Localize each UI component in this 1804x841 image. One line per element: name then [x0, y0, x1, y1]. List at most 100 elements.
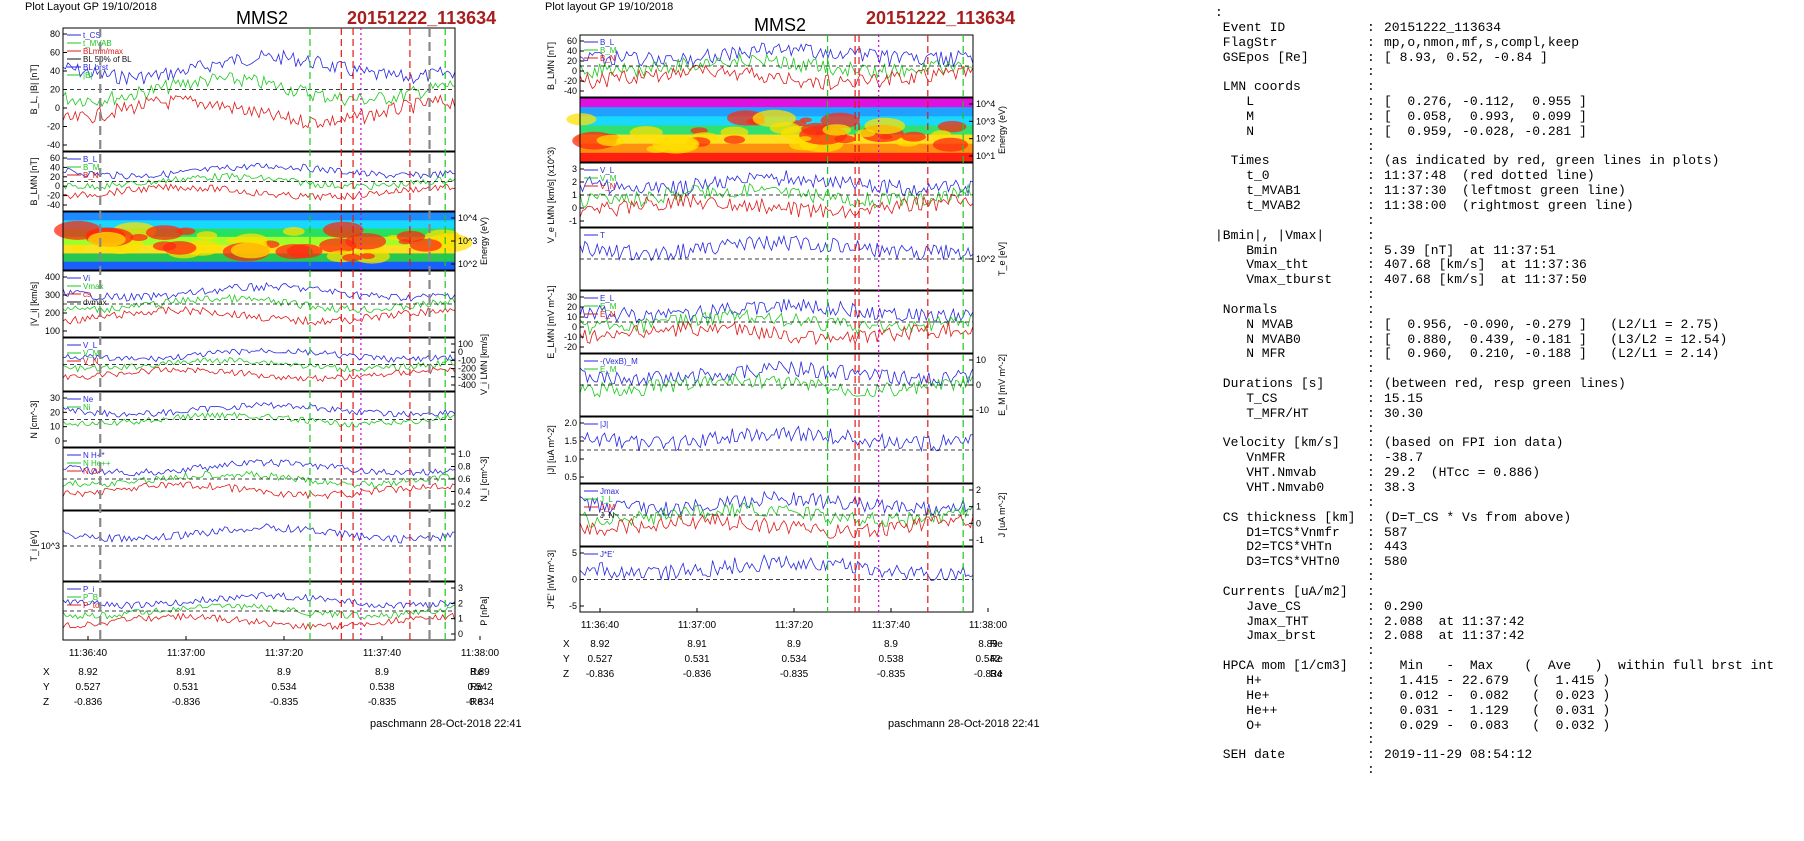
summary-row: Normals:	[1215, 302, 1800, 318]
left-legend-label: Vmax	[83, 282, 103, 291]
summary-value: 2.088 at 11:37:42	[1384, 628, 1525, 644]
summary-row: CS thickness [km]: (D=T_CS * Vs from abov…	[1215, 509, 1800, 526]
left-y-tick-label: -40	[47, 200, 60, 210]
left-orbit-value: -0.836	[74, 697, 103, 708]
right-panel-5: -(VexB)_ME_M 10 0 -10 E_M [mV m^-2]	[579, 353, 1007, 417]
summary-key: Vmax_tht	[1215, 257, 1309, 273]
summary-colon: :	[1367, 331, 1375, 347]
summary-value: 2.088 at 11:37:42	[1384, 613, 1525, 629]
summary-colon: :	[1367, 361, 1375, 377]
summary-colon: :	[1367, 672, 1375, 688]
right-spectrogram-blob	[724, 135, 745, 144]
summary-row: :	[1215, 732, 1800, 748]
right-trace-line	[579, 425, 974, 453]
left-legend-label: B_M	[83, 163, 100, 172]
left-y-tick-label-right: 0	[458, 629, 463, 639]
summary-row: D1=TCS*Vnmfr:587	[1215, 525, 1800, 541]
left-y-tick-label-right: 10^4	[458, 213, 477, 223]
left-trace-line	[62, 592, 456, 610]
summary-row: Jmax_THT:2.088 at 11:37:42	[1215, 613, 1800, 630]
left-orbit-value: -0.835	[270, 697, 299, 708]
left-legend-label: P_tot	[83, 601, 102, 610]
left-legend-label: P_i	[83, 585, 95, 594]
summary-value: (D=T_CS * Vs from above)	[1384, 509, 1572, 525]
summary-row: N MVAB0: [ 0.880, 0.439, -0.181 ] (L3/L2 …	[1215, 331, 1800, 348]
summary-colon: :	[1367, 465, 1375, 481]
summary-key: t_0	[1215, 168, 1270, 184]
summary-row: :	[1215, 287, 1800, 303]
left-orbit-value: 8.91	[176, 667, 196, 678]
left-spectrogram-blob	[53, 220, 102, 240]
left-y-tick-label: 60	[50, 153, 60, 163]
right-spectrogram-blob	[629, 126, 663, 140]
right-legend-label: T	[600, 231, 605, 240]
left-y-tick-label-right: 2	[458, 598, 463, 608]
right-legend-label: V_N	[600, 182, 616, 191]
right-panel-8: J*E' 5 0 -5 J*E' [nW m^-3]	[546, 546, 974, 613]
left-trace-line	[62, 282, 456, 302]
summary-colon: :	[1367, 242, 1375, 258]
summary-key: N MVAB0	[1215, 331, 1301, 347]
left-y-axis-label: T_i [eV]	[29, 530, 39, 561]
summary-row: D3=TCS*VHTn0:580	[1215, 554, 1800, 570]
left-footer: paschmann 28-Oct-2018 22:41	[370, 718, 522, 730]
left-trace-line	[62, 306, 456, 326]
summary-colon: :	[1367, 613, 1375, 629]
left-orbit-value: 8.9	[375, 667, 389, 678]
right-panel-frame	[579, 483, 974, 547]
left-panel-frame	[62, 391, 456, 448]
summary-value: (based on FPI ion data)	[1384, 435, 1564, 451]
right-footer: paschmann 28-Oct-2018 22:41	[888, 718, 1040, 730]
left-spectrogram-blob	[162, 241, 197, 255]
left-y-tick-label-right: -200	[458, 364, 476, 374]
left-y-tick-label: 200	[45, 308, 60, 318]
left-y-tick-label: 100	[45, 326, 60, 336]
right-y-tick-label: -1	[569, 216, 577, 226]
summary-key: N MVAB	[1215, 316, 1294, 332]
right-spectrogram-blob	[566, 113, 597, 126]
right-y-tick-label: -20	[564, 76, 577, 86]
right-y-tick-label: 1.0	[564, 454, 577, 464]
left-y-tick-label: 60	[50, 48, 60, 58]
left-y-tick-label-right: 0.8	[458, 462, 471, 472]
right-orbit-row-label: X	[563, 639, 570, 650]
left-y-tick-label: 0	[55, 436, 60, 446]
right-y-tick-label-right: 10^2	[976, 254, 995, 264]
left-y-tick-label: 400	[45, 272, 60, 282]
right-y-axis-label: T_e [eV]	[997, 242, 1007, 276]
left-trace-line	[62, 481, 456, 500]
right-spectrogram-blob	[937, 120, 967, 133]
left-y-tick-label: 20	[50, 172, 60, 182]
right-trace-line	[579, 309, 974, 336]
right-orbit-value: 8.89	[978, 639, 998, 650]
summary-row: L: [ 0.276, -0.112, 0.955 ]	[1215, 94, 1800, 110]
right-trace-line	[579, 372, 974, 398]
right-legend-label: |J|	[600, 420, 608, 429]
summary-value: 30.30	[1384, 405, 1424, 421]
summary-key: Currents [uA/m2]	[1215, 583, 1348, 599]
left-trace-line	[62, 612, 456, 631]
summary-value: 407.68 [km/s] at 11:37:50	[1384, 272, 1587, 288]
right-trace-line	[579, 182, 974, 209]
right-orbit-value: 8.9	[787, 639, 801, 650]
summary-key: LMN coords	[1215, 79, 1301, 95]
left-spectrogram-blob	[286, 244, 323, 259]
left-x-tick-label: 11:38:00	[461, 648, 500, 659]
left-spectrogram-blob	[226, 238, 239, 244]
summary-key: D2=TCS*VHTn	[1215, 539, 1333, 555]
right-y-tick-label: -20	[564, 342, 577, 352]
left-y-tick-label: 0	[55, 103, 60, 113]
right-legend-label: V_L	[600, 166, 615, 175]
summary-key: VHT.Nmvab	[1215, 465, 1317, 481]
left-legend-label: P_B	[83, 593, 98, 602]
summary-colon: :	[1367, 257, 1375, 273]
left-y-tick-label-right: 1.0	[458, 449, 471, 459]
right-spectrogram-blob	[596, 134, 625, 146]
left-y-tick-label: -40	[47, 140, 60, 150]
right-orbit-unit: Re	[990, 654, 1003, 665]
left-y-tick-label-right: 1	[458, 614, 463, 624]
left-legend-label: B_L	[83, 155, 98, 164]
summary-row: :	[1215, 762, 1800, 778]
